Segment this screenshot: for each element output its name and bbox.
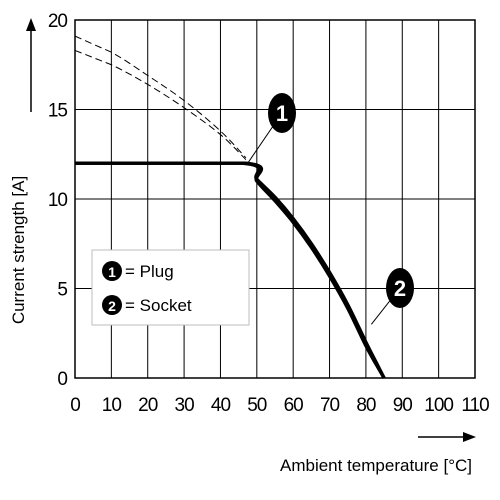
y-tick-label: 20 — [48, 11, 68, 32]
legend-item-socket: 2 = Socket — [102, 295, 192, 315]
x-tick-label: 60 — [284, 395, 304, 416]
annotation-1-text: 1 — [276, 101, 288, 126]
annotation-2-text: 2 — [394, 276, 406, 301]
y-tick-labels: 0 5 10 15 20 — [48, 11, 69, 390]
legend-marker-1 — [102, 261, 122, 281]
legend-label-socket: = Socket — [125, 296, 192, 315]
y-tick-label: 10 — [48, 190, 68, 211]
legend-label-plug: = Plug — [125, 262, 174, 281]
x-tick-label: 80 — [356, 395, 376, 416]
reference-curves — [74, 35, 247, 160]
legend-marker-1-text: 1 — [108, 264, 116, 280]
annotation-plug: 1 — [247, 93, 296, 164]
x-tick-label: 100 — [424, 395, 453, 416]
y-axis-arrow — [26, 18, 36, 112]
x-tick-label: 50 — [247, 395, 267, 416]
y-tick-label: 15 — [48, 101, 68, 122]
x-tick-label: 10 — [102, 395, 122, 416]
x-tick-label: 40 — [211, 395, 231, 416]
legend-marker-2-text: 2 — [108, 298, 116, 314]
plot-frame — [74, 19, 476, 379]
annotation-2-badge — [386, 268, 414, 308]
x-tick-label: 0 — [70, 395, 80, 416]
annotation-1-badge — [268, 93, 296, 133]
series-group — [75, 161, 386, 379]
legend-marker-2 — [102, 295, 122, 315]
x-tick-label: 70 — [320, 395, 340, 416]
x-tick-label: 30 — [175, 395, 195, 416]
x-axis-label: Ambient temperature [°C] — [280, 456, 472, 475]
legend-item-plug: 1 = Plug — [102, 261, 174, 281]
reference-curve-1 — [74, 35, 247, 159]
x-tick-label: 20 — [138, 395, 158, 416]
x-tick-labels: 0 10 20 30 40 50 60 70 80 90 100 110 — [70, 395, 490, 416]
x-tick-label: 110 — [461, 395, 489, 416]
annotation-socket: 2 — [370, 268, 414, 325]
x-tick-label: 90 — [393, 395, 413, 416]
series-line-socket — [75, 161, 386, 379]
y-tick-label: 0 — [57, 369, 67, 390]
y-tick-label: 5 — [57, 280, 67, 301]
y-axis-label: Current strength [A] — [9, 176, 28, 324]
x-axis-arrow — [418, 432, 476, 442]
legend: 1 = Plug 2 = Socket — [91, 249, 250, 326]
reference-curve-2 — [74, 49, 247, 160]
